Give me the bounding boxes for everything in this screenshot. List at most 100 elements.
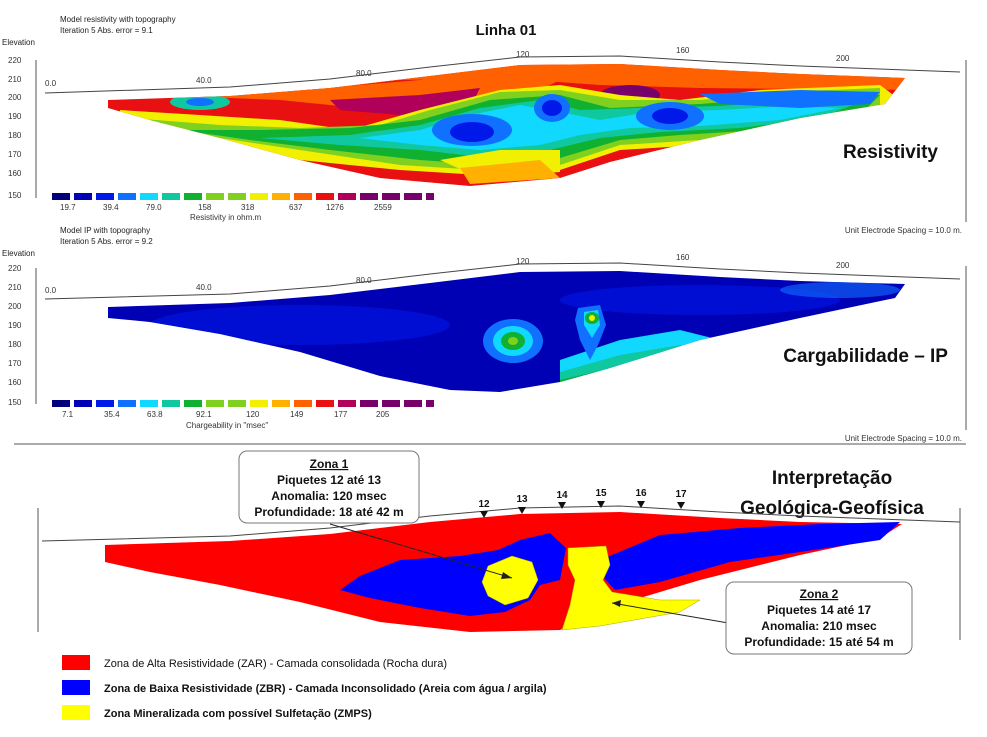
interpretation-legend: Zona de Alta Resistividade (ZAR) - Camad… <box>62 655 547 720</box>
res-scale-value: 79.0 <box>146 203 162 212</box>
res-dist-tick: 0.0 <box>45 79 57 88</box>
marker-triangle-icon <box>518 507 526 514</box>
res-scale-swatch <box>360 193 378 200</box>
res-scale-swatch <box>338 193 356 200</box>
res-scale-swatch <box>250 193 268 200</box>
res-scale-unit: Resistivity in ohm.m <box>190 213 261 222</box>
ip-elev-tick: 220 <box>8 264 22 273</box>
res-scale-swatch <box>74 193 92 200</box>
res-dist-tick: 80.0 <box>356 69 372 78</box>
ip-elev-ticks: 220 210 200 190 180 170 160 150 <box>8 264 22 407</box>
marker-triangle-icon <box>558 502 566 509</box>
ip-scale-swatch <box>250 400 268 407</box>
res-scale-value: 19.7 <box>60 203 76 212</box>
resistivity-iteration-label: Iteration 5 Abs. error = 9.1 <box>60 26 153 35</box>
res-scale-swatch <box>206 193 224 200</box>
resistivity-model-label: Model resistivity with topography <box>60 15 176 24</box>
res-scale-value: 39.4 <box>103 203 119 212</box>
ip-scale-swatch <box>162 400 180 407</box>
zona2-title: Zona 2 <box>800 587 839 601</box>
res-scale-swatch <box>140 193 158 200</box>
res-dist-tick: 120 <box>516 50 530 59</box>
res-scale-value: 318 <box>241 203 255 212</box>
ip-elev-tick: 180 <box>8 340 22 349</box>
ip-dist-ticks: 0.0 40.0 80.0 120 160 200 <box>45 253 850 295</box>
ip-scale-swatch <box>118 400 136 407</box>
resistivity-color-scale: 19.7 39.4 79.0 158 318 637 1276 2559 Res… <box>52 193 434 222</box>
zona1-piquetes: Piquetes 12 até 13 <box>277 473 381 487</box>
marker-label: 16 <box>635 488 647 499</box>
ip-scale-swatch <box>316 400 334 407</box>
res-scale-swatch <box>96 193 114 200</box>
ip-scale-swatch <box>294 400 312 407</box>
ip-scale-swatch <box>426 400 434 407</box>
resistivity-elevation-label: Elevation <box>2 38 35 47</box>
ip-elev-tick: 210 <box>8 283 22 292</box>
ip-scale-swatch <box>74 400 92 407</box>
ip-scale-value: 149 <box>290 410 304 419</box>
zona1-anomalia: Anomalia: 120 msec <box>271 489 387 503</box>
zmps-zone-1 <box>481 555 539 606</box>
ip-scale-swatch <box>360 400 378 407</box>
res-scale-value: 158 <box>198 203 212 212</box>
zona1-arrowhead-icon <box>501 572 512 579</box>
zona2-box <box>725 581 913 655</box>
resistivity-side-label: Resistivity <box>843 142 938 163</box>
resistivity-topography-line <box>44 55 961 94</box>
resistivity-dist-ticks: 0.0 40.0 80.0 120 160 200 <box>45 46 850 88</box>
ip-scale-value: 205 <box>376 410 390 419</box>
ip-scale-value: 177 <box>334 410 348 419</box>
res-elev-tick: 220 <box>8 56 22 65</box>
marker-label: 15 <box>595 488 607 499</box>
ip-elev-tick: 200 <box>8 302 22 311</box>
marker-triangle-icon <box>480 511 488 518</box>
legend-swatch-zbr <box>62 680 90 695</box>
ip-scale-swatch <box>206 400 224 407</box>
res-elev-tick: 200 <box>8 93 22 102</box>
ip-elev-tick: 190 <box>8 321 22 330</box>
ip-scale-value: 92.1 <box>196 410 212 419</box>
ip-elev-tick: 170 <box>8 359 22 368</box>
marker-triangle-icon <box>637 501 645 508</box>
ip-scale-value: 120 <box>246 410 260 419</box>
ip-elev-tick: 160 <box>8 378 22 387</box>
ip-section: Model IP with topography Iteration 5 Abs… <box>2 226 967 443</box>
legend-swatch-zmps <box>62 705 90 720</box>
ip-dist-tick: 80.0 <box>356 276 372 285</box>
main-title: Linha 01 <box>476 22 537 39</box>
res-scale-swatch <box>184 193 202 200</box>
legend-label-zmps: Zona Mineralizada com possível Sulfetaçã… <box>104 708 372 720</box>
res-scale-value: 1276 <box>326 203 344 212</box>
zona1-leader-line <box>329 523 513 579</box>
interpretation-section: Interpretação Geológica-Geofísica 12 13 … <box>37 450 961 720</box>
ip-scale-value: 35.4 <box>104 410 120 419</box>
res-scale-swatch <box>316 193 334 200</box>
ip-dist-tick: 160 <box>676 253 690 262</box>
interpretation-title-line1: Interpretação <box>772 468 892 489</box>
zona1-profundidade: Profundidade: 18 até 42 m <box>254 505 403 519</box>
marker-triangle-icon <box>677 502 685 509</box>
zona1-title: Zona 1 <box>310 457 349 471</box>
ip-spacing-label: Unit Electrode Spacing = 10.0 m. <box>845 434 962 443</box>
res-scale-swatch <box>294 193 312 200</box>
piquete-markers: 12 13 14 15 16 17 <box>478 488 687 518</box>
ip-dist-tick: 0.0 <box>45 286 57 295</box>
ip-scale-value: 63.8 <box>147 410 163 419</box>
ip-topography-line <box>44 262 961 300</box>
ip-dist-tick: 40.0 <box>196 283 212 292</box>
ip-section-image <box>108 271 905 392</box>
res-scale-swatch <box>272 193 290 200</box>
res-dist-tick: 40.0 <box>196 76 212 85</box>
ip-scale-swatch <box>96 400 114 407</box>
ip-scale-swatch <box>404 400 422 407</box>
ip-scale-swatch <box>382 400 400 407</box>
zbr-zone-right <box>600 522 900 590</box>
legend-swatch-zar <box>62 655 90 670</box>
res-scale-swatch <box>426 193 434 200</box>
res-elev-tick: 180 <box>8 131 22 140</box>
marker-label: 17 <box>675 489 687 500</box>
res-elev-tick: 190 <box>8 112 22 121</box>
ip-scale-swatch <box>228 400 246 407</box>
res-scale-value: 2559 <box>374 203 392 212</box>
